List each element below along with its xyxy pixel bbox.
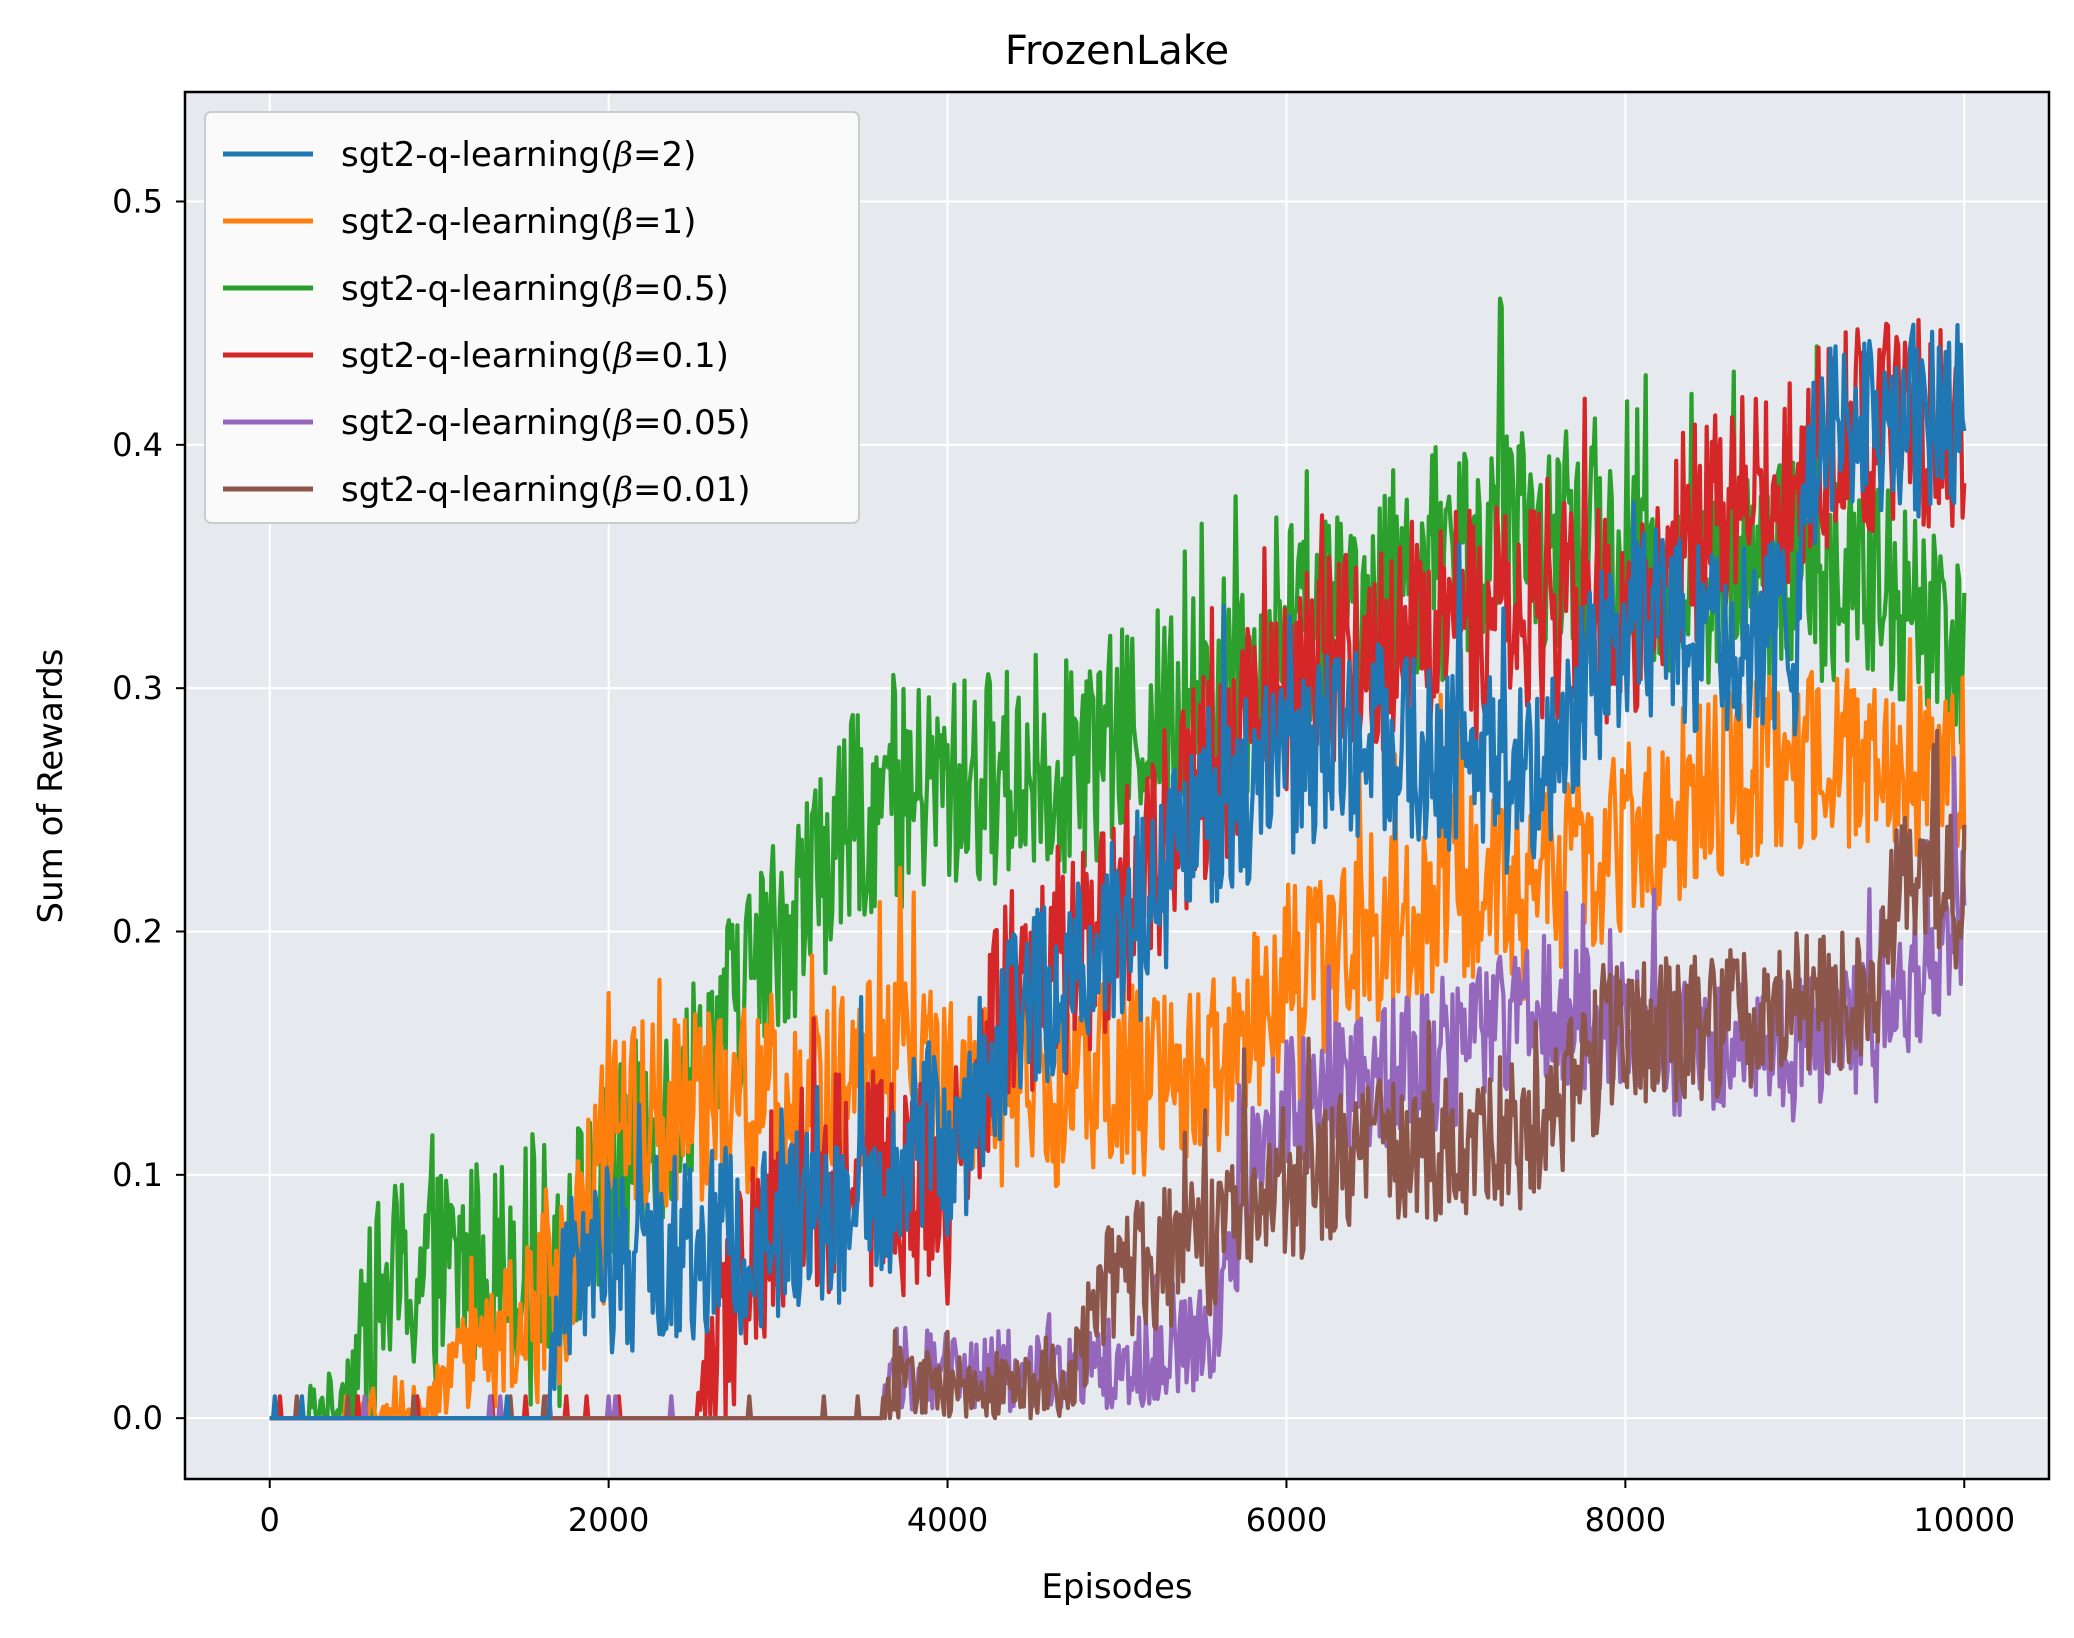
legend-label-symbol: β — [611, 336, 633, 376]
series-line-1 — [269, 637, 1967, 1421]
legend-label-suffix: =2) — [633, 135, 696, 175]
legend-label: sgt2-q-learning(β=1) — [341, 202, 696, 242]
plot-frame — [183, 90, 2051, 1481]
legend-label-symbol: β — [611, 202, 633, 242]
legend-label-symbol: β — [611, 470, 633, 510]
legend-label: sgt2-q-learning(β=0.05) — [341, 403, 750, 443]
x-axis-label: Episodes — [1041, 1567, 1192, 1607]
legend-label-symbol: β — [611, 403, 633, 443]
y-tick-label: 0.1 — [112, 1156, 163, 1194]
x-tick-label: 10000 — [1913, 1501, 2015, 1539]
legend-label-suffix: =0.05) — [633, 403, 750, 443]
legend-label-suffix: =0.1) — [633, 336, 729, 376]
legend-label: sgt2-q-learning(β=2) — [341, 135, 696, 175]
legend-label: sgt2-q-learning(β=0.1) — [341, 336, 729, 376]
legend-label-suffix: =0.01) — [633, 470, 750, 510]
legend-entry: sgt2-q-learning(β=0.01) — [223, 470, 750, 510]
chart-title: FrozenLake — [1005, 28, 1229, 74]
legend-label: sgt2-q-learning(β=0.01) — [341, 470, 750, 510]
legend: sgt2-q-learning(β=2)sgt2-q-learning(β=1)… — [204, 111, 860, 524]
legend-entry: sgt2-q-learning(β=0.05) — [223, 403, 750, 443]
x-tick-label: 0 — [260, 1501, 280, 1539]
legend-label-prefix: sgt2-q-learning( — [341, 470, 613, 510]
y-tick-label: 0.0 — [112, 1399, 163, 1437]
legend-label-symbol: β — [611, 269, 633, 309]
legend-entry: sgt2-q-learning(β=0.1) — [223, 336, 729, 376]
x-tick-label: 6000 — [1246, 1501, 1327, 1539]
x-tick-label: 2000 — [568, 1501, 649, 1539]
y-tick-label: 0.4 — [112, 426, 163, 464]
legend-box — [204, 111, 860, 524]
x-tick-label: 8000 — [1585, 1501, 1666, 1539]
legend-label-suffix: =0.5) — [633, 269, 729, 309]
x-axis-ticks: 0 2000 4000 6000 8000 10000 — [260, 1479, 2015, 1539]
series-line-5 — [269, 322, 1967, 1421]
legend-label-prefix: sgt2-q-learning( — [341, 135, 613, 175]
legend-entry: sgt2-q-learning(β=1) — [223, 202, 696, 242]
y-tick-label: 0.2 — [112, 913, 163, 951]
legend-label-prefix: sgt2-q-learning( — [341, 403, 613, 443]
y-tick-label: 0.3 — [112, 669, 163, 707]
legend-label-prefix: sgt2-q-learning( — [341, 269, 613, 309]
legend-label-symbol: β — [611, 135, 633, 175]
y-axis-ticks: 0.0 0.1 0.2 0.3 0.4 0.5 — [112, 183, 185, 1437]
y-axis-label: Sum of Rewards — [31, 649, 71, 924]
series-line-4 — [269, 728, 1967, 1421]
legend-label-prefix: sgt2-q-learning( — [341, 336, 613, 376]
legend-entry: sgt2-q-learning(β=2) — [223, 135, 696, 175]
legend-label-prefix: sgt2-q-learning( — [341, 202, 613, 242]
x-tick-label: 4000 — [907, 1501, 988, 1539]
y-tick-label: 0.5 — [112, 183, 163, 221]
legend-entry: sgt2-q-learning(β=0.5) — [223, 269, 729, 309]
legend-label-suffix: =1) — [633, 202, 696, 242]
legend-label: sgt2-q-learning(β=0.5) — [341, 269, 729, 309]
plot-lines — [269, 296, 1967, 1421]
